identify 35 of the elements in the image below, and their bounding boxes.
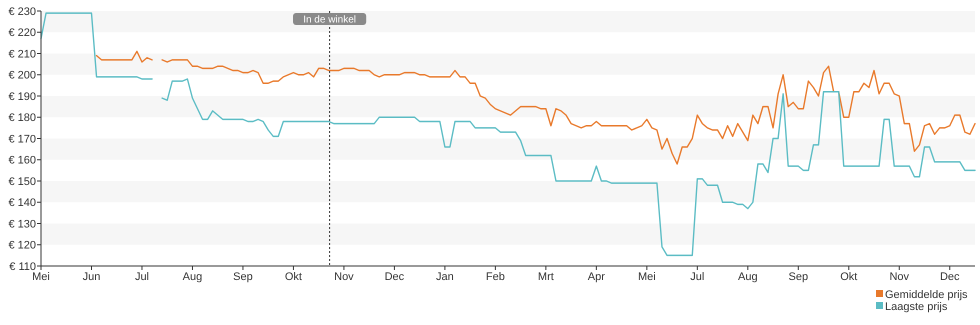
- x-tick-label: Apr: [588, 271, 606, 283]
- x-tick-label: Mei: [32, 271, 50, 283]
- x-tick-label: Jul: [690, 271, 704, 283]
- x-tick-label: Jun: [82, 271, 100, 283]
- y-tick-label: € 170: [8, 133, 36, 146]
- x-tick-label: Dec: [940, 271, 960, 283]
- y-tick-label: € 190: [8, 90, 36, 103]
- x-tick-label: Mrt: [538, 271, 554, 283]
- y-tick-label: € 220: [8, 27, 36, 40]
- x-tick-label: Aug: [738, 271, 758, 283]
- y-tick-label: € 200: [8, 70, 36, 82]
- x-tick-label: Okt: [840, 271, 858, 283]
- y-tick-label: € 120: [8, 240, 36, 252]
- x-tick-label: Okt: [284, 271, 302, 283]
- x-tick-label: Feb: [486, 271, 505, 283]
- y-tick-label: € 130: [8, 218, 36, 230]
- x-tick-label: Nov: [889, 271, 910, 283]
- x-tick-label: Jan: [436, 271, 454, 283]
- x-tick-label: Mei: [638, 271, 656, 283]
- x-tick-label: Jul: [134, 271, 150, 283]
- y-tick-label: € 230: [8, 6, 36, 18]
- y-tick-label: € 110: [9, 260, 36, 273]
- legend-label: Laagste prijs: [885, 300, 948, 313]
- y-tick-label: € 150: [8, 176, 36, 188]
- x-tick-label: Sep: [788, 271, 808, 283]
- y-tick-label: € 180: [8, 112, 36, 124]
- x-tick-label: Dec: [384, 271, 405, 283]
- y-tick-label: € 210: [8, 48, 36, 60]
- annotation: In de winkel: [303, 14, 356, 26]
- y-tick-label: € 140: [8, 197, 36, 210]
- x-tick-label: Sep: [233, 271, 253, 283]
- legend-label: Gemiddelde prijs: [885, 288, 968, 301]
- x-tick-label: Nov: [334, 271, 354, 283]
- y-tick-label: € 160: [8, 154, 36, 167]
- x-tick-label: Aug: [182, 271, 202, 283]
